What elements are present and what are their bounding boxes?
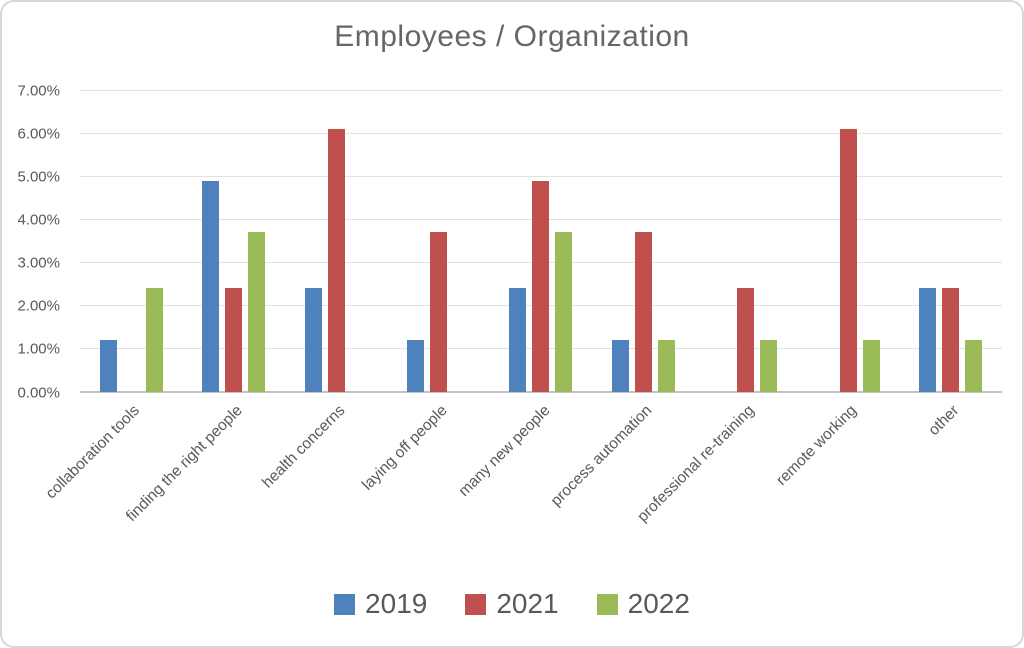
x-axis-label: remote working (773, 402, 861, 489)
y-axis-tick-label: 2.00% (17, 297, 60, 315)
y-axis-tick-label: 7.00% (17, 82, 60, 99)
x-axis-label: laying off people (358, 402, 451, 494)
bar-2021 (839, 128, 857, 392)
x-axis-label: collaboration tools (42, 402, 144, 503)
x-axis-label: many new people (455, 402, 554, 500)
x-axis-label: health concerns (258, 402, 349, 492)
y-axis-tick-label: 3.00% (17, 254, 60, 272)
legend-label-2021: 2021 (496, 588, 559, 619)
gridline (80, 175, 1002, 177)
bar-2022 (555, 232, 573, 392)
bar-group (797, 90, 899, 392)
x-axis-label: process automation (547, 402, 656, 510)
bar-2021 (327, 128, 345, 392)
x-axis-label: professional re-training (634, 402, 758, 526)
legend-swatch-2021 (465, 593, 487, 615)
bar-2022 (657, 340, 675, 392)
legend-swatch-2019 (334, 593, 356, 615)
bar-2022 (248, 232, 266, 392)
bar-2022 (145, 288, 163, 392)
bar-group (490, 90, 592, 392)
bar-2022 (965, 340, 983, 392)
bar-2022 (760, 340, 778, 392)
bar-2019 (919, 288, 937, 392)
bar-2022 (862, 340, 880, 392)
y-axis-tick-label: 6.00% (17, 125, 60, 143)
bar-2021 (532, 180, 550, 392)
bar-2021 (942, 288, 960, 392)
gridline (80, 89, 1002, 91)
y-axis-tick-label: 4.00% (17, 211, 60, 229)
x-axis: collaboration tools finding the right peo… (43, 400, 1002, 575)
bar-2019 (202, 180, 220, 392)
x-axis-label: other (925, 402, 963, 440)
y-axis: 0.00% 1.00% 2.00% 3.00% 4.00% 5.00% 6.00% 7.00% (2, 82, 72, 401)
bar-group (695, 90, 797, 392)
bar-2019 (304, 288, 322, 392)
bar-2019 (407, 340, 425, 392)
legend-item-2022: 2022 (596, 588, 690, 620)
bar-group (80, 90, 182, 392)
x-axis-label: finding the right people (122, 402, 246, 525)
bar-group (900, 90, 1002, 392)
y-axis-tick-label: 5.00% (17, 168, 60, 186)
bar-2021 (737, 288, 755, 392)
bar-2021 (430, 232, 448, 392)
bar-2019 (611, 340, 629, 392)
y-axis-tick-label: 0.00% (17, 384, 60, 401)
chart-title: Employees / Organization (334, 20, 690, 53)
legend-label-2022: 2022 (627, 588, 690, 619)
bar-group (592, 90, 694, 392)
bar-group (285, 90, 387, 392)
legend-item-2019: 2019 (334, 588, 427, 620)
bar-group (387, 90, 489, 392)
bar-group (182, 90, 284, 392)
legend-item-2021: 2021 (465, 588, 559, 620)
x-axis-line (80, 391, 1002, 393)
bars (80, 90, 1002, 392)
legend-label-2019: 2019 (365, 588, 428, 619)
bar-2021 (634, 232, 652, 392)
gridline (80, 132, 1002, 134)
legend-swatch-2022 (596, 593, 618, 615)
plot-area (80, 89, 1002, 393)
y-axis-tick-label: 1.00% (17, 340, 60, 358)
bar-2021 (225, 288, 243, 392)
bar-2019 (99, 340, 117, 392)
bar-2019 (509, 288, 527, 392)
legend: 2019 2021 2022 (2, 582, 1022, 626)
